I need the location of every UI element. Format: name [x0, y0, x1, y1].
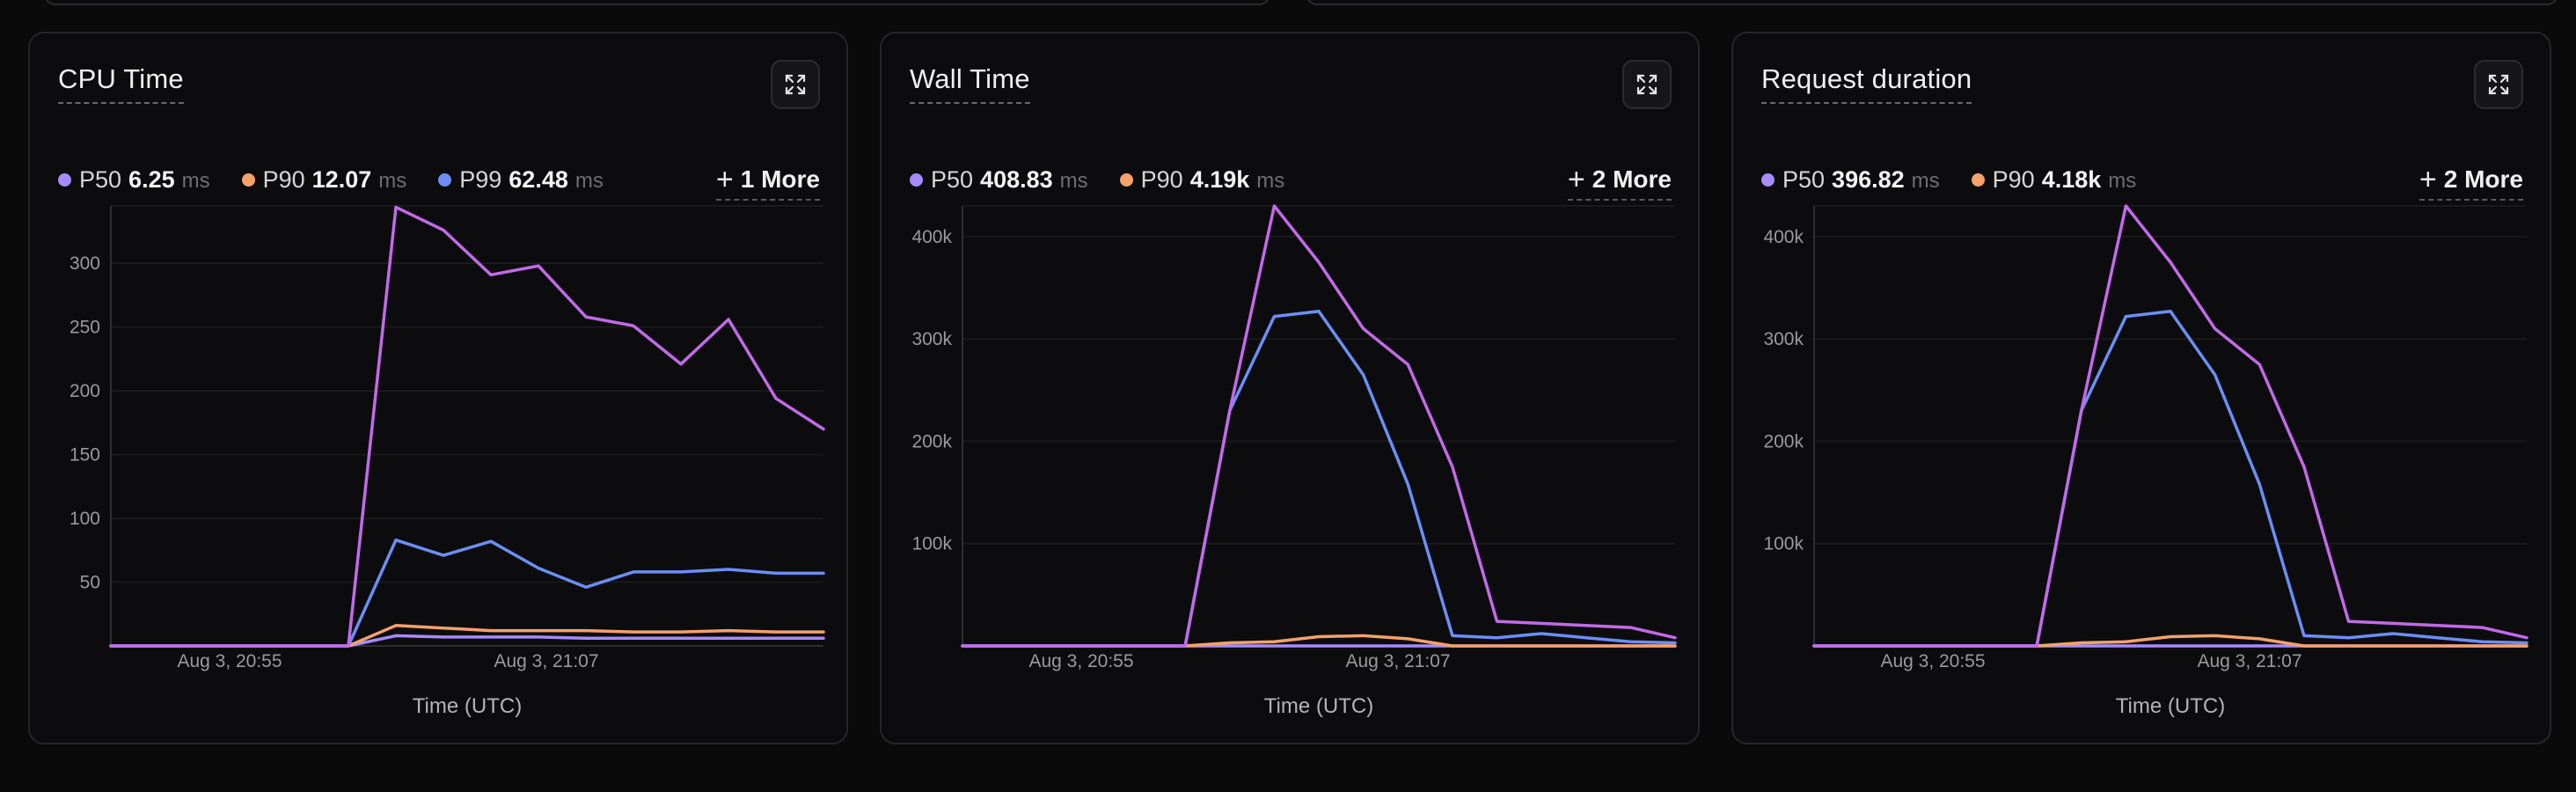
series-line-3[interactable] — [109, 205, 825, 648]
legend-item-p99[interactable]: P99 62.48 ms — [438, 166, 604, 194]
legend-unit: ms — [1256, 168, 1285, 193]
legend-unit: ms — [2108, 168, 2137, 193]
card-title: Request duration — [1761, 63, 1972, 104]
request-duration-card: Request duration P50 396.82 ms P90 4.18k… — [1731, 32, 2551, 744]
legend-unit: ms — [181, 168, 210, 193]
legend-name: P90 — [1992, 165, 2035, 193]
x-tick-label: Aug 3, 20:55 — [1028, 651, 1133, 671]
legend-dot — [910, 172, 923, 187]
wall-time-chart: 100k 200k 300k 400k Aug 3, 20:55 Aug 3, 21:07… — [911, 204, 1677, 718]
series-line-2[interactable] — [1812, 310, 2528, 648]
x-tick-label: Aug 3, 21:07 — [494, 651, 598, 671]
more-series-button[interactable]: + 2 More — [1567, 162, 1672, 201]
legend-value: 396.82 — [1832, 165, 1905, 193]
legend-dot — [241, 172, 255, 187]
legend-item-p50[interactable]: P50 396.82 ms — [1761, 166, 1940, 194]
x-axis-title: Time (UTC) — [413, 694, 522, 718]
legend-value: 4.18k — [2041, 165, 2102, 193]
legend-dot — [58, 172, 71, 187]
legend: P50 408.83 ms P90 4.19k ms — [910, 162, 1316, 197]
legend-unit: ms — [574, 168, 604, 193]
y-tick-label: 300k — [1763, 329, 1804, 349]
more-label: 2 More — [1592, 165, 1672, 193]
legend-name: P99 — [459, 165, 502, 193]
legend-item-p50[interactable]: P50 6.25 ms — [58, 166, 210, 194]
legend-item-p90[interactable]: P90 4.19k ms — [1119, 165, 1285, 194]
more-label: 2 More — [2443, 165, 2523, 193]
y-tick-label: 300k — [911, 329, 952, 349]
legend-name: P50 — [79, 165, 122, 193]
legend-item-p90[interactable]: P90 12.07 ms — [241, 165, 407, 194]
request-duration-chart: 100k 200k 300k 400k Aug 3, 20:55 Aug 3, 21:07… — [1763, 204, 2528, 718]
x-tick-label: Aug 3, 21:07 — [1345, 651, 1450, 671]
series-line-3[interactable] — [1812, 204, 2528, 648]
y-tick-label: 50 — [80, 573, 100, 593]
legend-value: 6.25 — [128, 165, 175, 193]
expand-button[interactable] — [1622, 60, 1672, 109]
series-line-3[interactable] — [961, 204, 1677, 648]
cpu-time-chart: 50 100 150 200 250 300 Aug 3, 20:55 Aug 3, 21:0… — [70, 205, 825, 718]
series-line-2[interactable] — [961, 310, 1677, 648]
legend-value: 408.83 — [980, 165, 1053, 193]
y-tick-label: 200 — [70, 381, 100, 401]
y-tick-label: 400k — [1763, 227, 1804, 247]
legend-value: 62.48 — [509, 165, 568, 193]
legend-dot — [1119, 172, 1133, 187]
legend-name: P50 — [1782, 165, 1826, 193]
legend-dot — [438, 172, 452, 187]
more-label: 1 More — [740, 165, 820, 193]
expand-icon — [785, 74, 806, 95]
x-tick-label: Aug 3, 20:55 — [177, 651, 282, 671]
expand-icon — [1636, 74, 1658, 95]
y-tick-label: 250 — [70, 318, 100, 338]
cpu-time-card: CPU Time P50 6.25 ms P90 12.07 ms P99 62… — [28, 32, 848, 744]
legend-value: 12.07 — [311, 165, 372, 193]
plus-icon: + — [1567, 163, 1585, 196]
y-tick-label: 100 — [70, 509, 100, 529]
legend-unit: ms — [1059, 168, 1088, 193]
plus-icon: + — [715, 163, 734, 196]
y-tick-label: 100k — [911, 534, 952, 554]
card-title: CPU Time — [58, 63, 184, 104]
legend-name: P90 — [262, 165, 305, 193]
legend-unit: ms — [378, 168, 407, 193]
x-tick-label: Aug 3, 21:07 — [2197, 651, 2302, 671]
card-title: Wall Time — [910, 63, 1030, 104]
y-tick-label: 300 — [70, 253, 100, 274]
legend-value: 4.19k — [1189, 165, 1250, 193]
y-tick-label: 200k — [1763, 431, 1804, 451]
previous-card-edge-right — [1306, 0, 2558, 5]
y-tick-label: 100k — [1763, 534, 1804, 554]
plus-icon: + — [2419, 163, 2437, 196]
expand-icon — [2488, 74, 2509, 95]
previous-card-edge-left — [44, 0, 1270, 5]
legend-item-p50[interactable]: P50 408.83 ms — [910, 166, 1088, 194]
legend-dot — [1971, 172, 1985, 187]
x-axis-title: Time (UTC) — [1264, 694, 1373, 718]
legend-item-p90[interactable]: P90 4.18k ms — [1971, 165, 2137, 194]
legend-name: P90 — [1140, 165, 1183, 193]
legend-dot — [1761, 172, 1775, 187]
more-series-button[interactable]: + 1 More — [715, 162, 820, 201]
more-series-button[interactable]: + 2 More — [2419, 162, 2523, 201]
legend: P50 396.82 ms P90 4.18k ms — [1761, 162, 2168, 197]
legend-name: P50 — [931, 165, 974, 193]
expand-button[interactable] — [2474, 60, 2523, 109]
legend: P50 6.25 ms P90 12.07 ms P99 62.48 ms — [58, 162, 635, 197]
y-tick-label: 150 — [70, 445, 100, 466]
x-tick-label: Aug 3, 20:55 — [1880, 651, 1985, 671]
y-tick-label: 400k — [911, 227, 952, 247]
wall-time-card: Wall Time P50 408.83 ms P90 4.19k ms + 2… — [880, 32, 1700, 744]
expand-button[interactable] — [771, 60, 820, 109]
y-tick-label: 200k — [911, 431, 952, 451]
x-axis-title: Time (UTC) — [2116, 694, 2225, 718]
legend-unit: ms — [1911, 168, 1940, 193]
